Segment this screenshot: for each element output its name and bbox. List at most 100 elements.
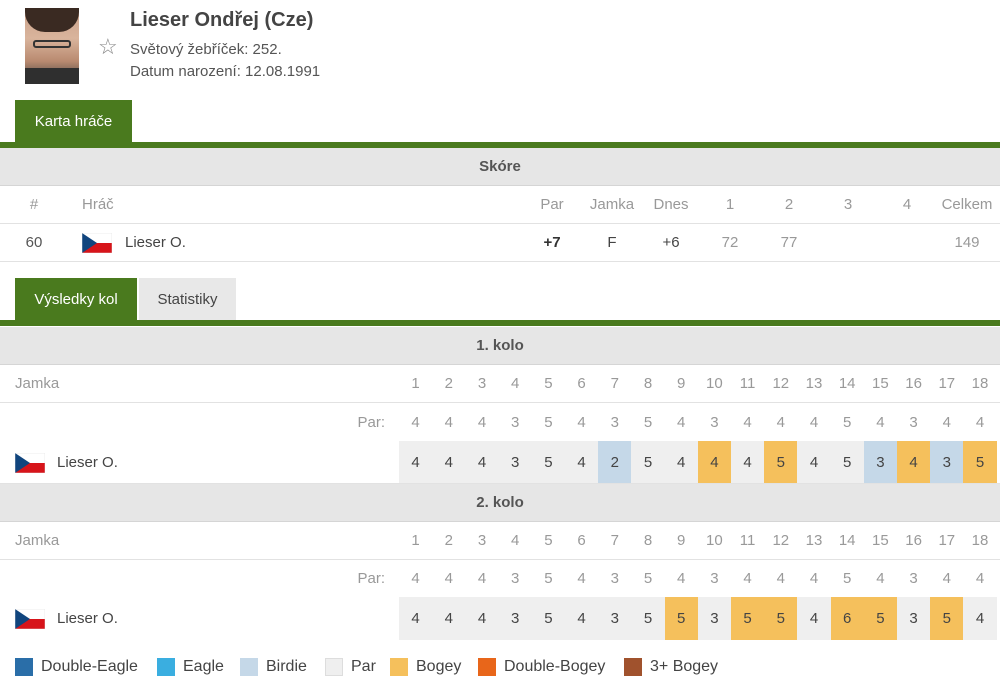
col-total: Celkem xyxy=(941,196,993,213)
hole-par: 4 xyxy=(809,413,819,431)
hole-label: Jamka xyxy=(15,375,60,392)
hole-number: 16 xyxy=(905,375,922,392)
hole-number: 9 xyxy=(677,532,686,549)
legend-label: Par xyxy=(351,658,376,675)
hole-score: 5 xyxy=(531,597,565,640)
hole-number: 16 xyxy=(905,532,922,549)
col-position: # xyxy=(29,196,39,213)
hole-par: 4 xyxy=(876,413,885,431)
tab-statistics[interactable]: Statistiky xyxy=(139,278,236,321)
legend-item: 3+ Bogey xyxy=(624,652,718,682)
date-of-birth: Datum narození: 12.08.1991 xyxy=(130,63,321,80)
hole-score: 3 xyxy=(498,597,532,640)
hole-score: 4 xyxy=(797,597,831,640)
legend-label: Eagle xyxy=(183,658,224,675)
legend-item: Double-Eagle xyxy=(15,652,138,682)
hole-score: 5 xyxy=(963,441,997,483)
legend-label: Bogey xyxy=(416,658,462,675)
hole-score: 5 xyxy=(631,441,665,483)
hole-par: 3 xyxy=(909,570,918,587)
hole-par: 3 xyxy=(710,570,719,587)
hole-par: 4 xyxy=(876,570,885,587)
tab-player-card[interactable]: Karta hráče xyxy=(15,100,132,143)
col-r2: 2 xyxy=(784,196,794,213)
hole-number: 5 xyxy=(544,532,553,549)
hole-number: 1 xyxy=(411,375,420,392)
hole-score: 5 xyxy=(731,597,765,640)
hole-number: 17 xyxy=(938,532,956,549)
legend-swatch xyxy=(157,658,175,676)
hole-par: 5 xyxy=(643,570,653,587)
legend-label: 3+ Bogey xyxy=(650,658,719,675)
hole-score: 3 xyxy=(863,441,897,483)
legend-item: Bogey xyxy=(390,652,461,682)
legend-item: Double-Bogey xyxy=(478,652,605,682)
par-label: Par: xyxy=(357,570,385,587)
score-row[interactable]: 60 Lieser O. +7 F +6 72 77 149 xyxy=(0,224,1000,262)
hole-par: 5 xyxy=(843,413,852,431)
hole-number: 10 xyxy=(706,532,723,549)
hole-par: 5 xyxy=(544,413,553,431)
hole-number: 14 xyxy=(838,375,856,392)
hole-score: 4 xyxy=(465,597,499,640)
player-name: Lieser Ondřej (Cze) xyxy=(130,9,314,31)
hole-number: 8 xyxy=(643,375,653,392)
hole-par: 3 xyxy=(710,413,719,431)
hole-number: 13 xyxy=(805,375,823,392)
legend-swatch xyxy=(390,658,408,676)
hole-number: 12 xyxy=(772,375,790,392)
legend-swatch xyxy=(240,658,258,676)
hole-number: 17 xyxy=(938,375,956,392)
score-hole: F xyxy=(607,234,617,251)
hole-number: 15 xyxy=(872,532,889,549)
favorite-star-icon[interactable]: ☆ xyxy=(98,34,118,59)
col-r4: 4 xyxy=(902,196,912,213)
hole-score: 4 xyxy=(399,597,433,640)
hole-par: 3 xyxy=(511,413,520,431)
score-player-name[interactable]: Lieser O. xyxy=(125,234,186,251)
round-player-name[interactable]: Lieser O. xyxy=(57,453,118,471)
hole-par: 4 xyxy=(743,413,752,431)
legend-item: Eagle xyxy=(157,652,224,682)
hole-par: 4 xyxy=(677,570,686,587)
legend-swatch xyxy=(15,658,33,676)
hole-par: 4 xyxy=(776,570,785,587)
hole-score: 5 xyxy=(863,597,897,640)
hole-score: 6 xyxy=(830,597,864,640)
score-r2: 77 xyxy=(780,234,798,251)
score-legend: Double-Eagle Eagle Birdie Par Bogey Double-Bo… xyxy=(0,652,1000,682)
hole-number: 6 xyxy=(577,375,586,392)
hole-number: 8 xyxy=(643,532,653,549)
round-player-name[interactable]: Lieser O. xyxy=(57,610,118,627)
legend-label: Double-Eagle xyxy=(41,658,138,675)
score-r1: 72 xyxy=(721,234,739,251)
hole-score: 5 xyxy=(664,597,698,640)
hole-par: 4 xyxy=(975,413,985,431)
legend-item: Par xyxy=(325,652,376,682)
hole-score: 4 xyxy=(897,441,931,483)
round-title: 1. kolo xyxy=(0,327,1000,365)
hole-par: 4 xyxy=(411,413,420,431)
hole-number: 2 xyxy=(444,532,453,549)
hole-number: 15 xyxy=(872,375,889,392)
score-r3 xyxy=(828,224,868,261)
hole-score: 5 xyxy=(764,597,798,640)
hole-label: Jamka xyxy=(15,532,60,549)
col-hole: Jamka xyxy=(589,196,635,213)
hole-score: 4 xyxy=(565,441,599,483)
czech-flag-icon xyxy=(15,453,45,473)
hole-score: 4 xyxy=(465,441,499,483)
tab-round-results[interactable]: Výsledky kol xyxy=(15,278,137,321)
hole-score: 4 xyxy=(697,441,731,483)
hole-par: 3 xyxy=(610,413,619,431)
hole-par: 4 xyxy=(677,413,686,431)
hole-number: 18 xyxy=(971,375,989,392)
hole-number: 1 xyxy=(411,532,420,549)
score-total: 149 xyxy=(954,234,980,251)
hole-par: 4 xyxy=(942,570,951,587)
hole-par: 5 xyxy=(643,413,653,431)
col-player: Hráč xyxy=(82,196,114,213)
hole-number: 12 xyxy=(772,532,790,549)
